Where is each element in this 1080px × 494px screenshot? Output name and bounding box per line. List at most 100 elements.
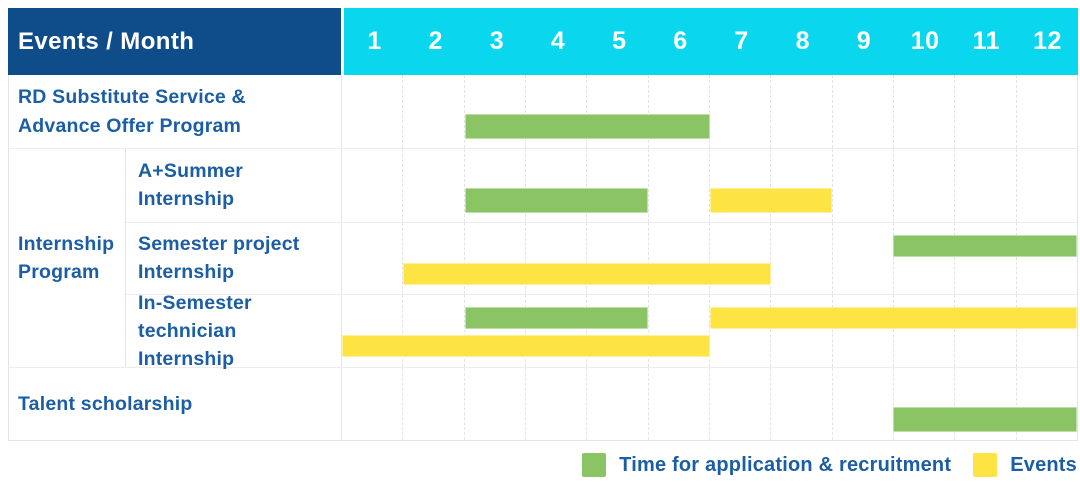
month-gridline xyxy=(647,75,709,148)
group-label-internship-program: Internship Program xyxy=(9,149,126,367)
month-gridline xyxy=(954,368,1015,440)
events-swatch xyxy=(973,453,998,477)
row-grid-a-summer xyxy=(342,149,1077,222)
month-gridline xyxy=(586,368,647,440)
month-gridline xyxy=(524,149,586,222)
month-gridline xyxy=(463,295,525,367)
month-gridline xyxy=(831,75,893,148)
month-9-label: 9 xyxy=(856,27,872,55)
month-gridline xyxy=(524,295,586,367)
application-bar xyxy=(464,307,649,329)
row-grid-semester-project xyxy=(342,222,1077,295)
legend-label-events: Events xyxy=(1010,453,1077,476)
month-gridline xyxy=(402,222,463,294)
row-grid-rd-substitute xyxy=(342,75,1077,148)
legend-item-events: Events xyxy=(973,453,1077,477)
month-gridline xyxy=(524,222,586,294)
months-header: 1 2 3 4 5 6 7 8 9 10 11 12 xyxy=(344,8,1078,75)
month-gridline xyxy=(708,149,770,222)
month-gridline xyxy=(770,222,831,294)
month-gridline xyxy=(402,368,463,440)
month-gridline xyxy=(647,368,709,440)
month-gridline xyxy=(770,149,831,222)
month-6-label: 6 xyxy=(673,27,688,55)
month-gridline xyxy=(892,368,954,440)
row-a-summer-internship: A+Summer Internship xyxy=(126,149,1077,222)
month-gridline xyxy=(708,368,770,440)
row-rd-substitute: RD Substitute Service & Advance Offer Pr… xyxy=(9,75,1077,148)
month-gridline xyxy=(954,295,1015,367)
application-bar xyxy=(464,114,710,139)
month-gridline xyxy=(463,75,525,148)
events-month-title: Events / Month xyxy=(18,27,195,55)
month-gridline xyxy=(524,368,586,440)
legend: Time for application & recruitment Event… xyxy=(582,453,1077,477)
month-gridline xyxy=(892,149,954,222)
events-bar xyxy=(709,188,832,213)
row-label-a-summer: A+Summer Internship xyxy=(126,149,342,222)
month-gridline xyxy=(954,222,1015,294)
month-gridline xyxy=(1015,149,1077,222)
events-month-table: Events / Month 1 2 3 4 5 6 7 8 9 10 11 1… xyxy=(8,8,1078,441)
row-label-talent-scholarship: Talent scholarship xyxy=(9,368,342,440)
legend-item-application: Time for application & recruitment xyxy=(582,453,951,477)
month-gridline xyxy=(402,75,463,148)
legend-label-application: Time for application & recruitment xyxy=(619,453,952,476)
month-gridline xyxy=(586,295,647,367)
month-2-label: 2 xyxy=(428,27,443,55)
events-bar xyxy=(342,335,710,357)
month-gridline xyxy=(708,75,770,148)
month-gridline xyxy=(770,368,831,440)
month-gridline xyxy=(463,149,525,222)
month-gridline xyxy=(342,149,402,222)
internship-program-rows: A+Summer Internship Semester project Int… xyxy=(126,149,1077,370)
month-gridline xyxy=(831,149,893,222)
month-gridline xyxy=(892,295,954,367)
events-bar xyxy=(709,307,1077,329)
month-5-label: 5 xyxy=(612,27,627,55)
month-gridline xyxy=(586,222,647,294)
row-label-semester-project: Semester project Internship xyxy=(126,222,342,294)
month-10-label: 10 xyxy=(910,27,940,55)
month-gridline xyxy=(1015,295,1077,367)
month-gridline xyxy=(463,222,525,294)
month-gridline xyxy=(342,223,402,295)
header-divider xyxy=(341,8,344,75)
month-11-label: 11 xyxy=(972,27,1001,55)
month-gridline xyxy=(1015,75,1077,148)
row-talent-scholarship: Talent scholarship xyxy=(9,367,1077,440)
events-bar xyxy=(403,262,771,285)
table-header-row: Events / Month 1 2 3 4 5 6 7 8 9 10 11 1… xyxy=(8,8,1078,75)
month-4-label: 4 xyxy=(550,27,566,55)
row-label-in-semester-technician: In-Semester technician Internship xyxy=(126,292,342,370)
month-gridline xyxy=(1015,368,1077,440)
month-1-label: 1 xyxy=(367,27,382,55)
month-gridline xyxy=(342,368,402,440)
application-bar xyxy=(893,407,1077,432)
month-gridline xyxy=(1015,222,1077,294)
month-gridline xyxy=(647,149,709,222)
month-gridline xyxy=(647,222,709,294)
month-gridline xyxy=(586,75,647,148)
month-3-label: 3 xyxy=(489,27,505,55)
month-12-label: 12 xyxy=(1033,27,1062,55)
month-gridline xyxy=(831,368,893,440)
month-gridline xyxy=(770,295,831,367)
internship-program-group: Internship Program A+Summer Internship S… xyxy=(9,148,1077,370)
row-grid-in-semester-technician xyxy=(342,295,1077,367)
application-bar xyxy=(464,188,649,213)
application-bar xyxy=(893,234,1077,257)
month-8-label: 8 xyxy=(795,27,810,55)
month-gridline xyxy=(586,149,647,222)
month-gridline xyxy=(402,149,463,222)
month-gridline xyxy=(831,222,893,294)
month-gridline xyxy=(708,222,770,294)
month-gridline xyxy=(463,368,525,440)
month-gridline xyxy=(954,75,1015,148)
month-7-label: 7 xyxy=(734,27,749,55)
month-gridline xyxy=(402,295,463,367)
month-gridline xyxy=(954,149,1015,222)
row-grid-talent-scholarship xyxy=(342,368,1077,440)
row-semester-project-internship: Semester project Internship xyxy=(126,221,1077,295)
